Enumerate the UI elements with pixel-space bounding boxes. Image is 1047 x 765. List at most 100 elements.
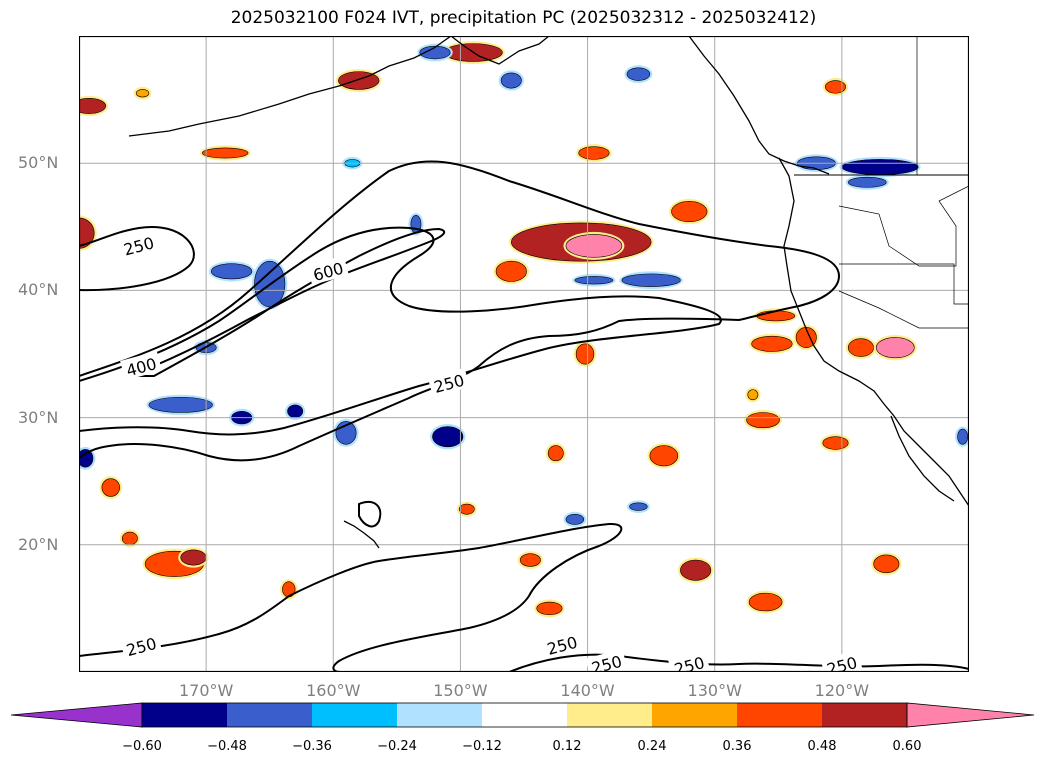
precip-positive-area <box>747 389 759 401</box>
ivt-contour-250-main <box>79 160 841 462</box>
coastline-layer <box>128 36 969 549</box>
colorbar-segment <box>227 703 312 727</box>
precip-negative-area <box>626 67 651 81</box>
map-title: 2025032100 F024 IVT, precipitation PC (2… <box>230 8 817 28</box>
precip-positive-area <box>495 260 527 282</box>
precip-positive-area <box>519 553 541 567</box>
ivt-contour-250-south <box>79 522 623 672</box>
alaska-coastline <box>450 36 550 65</box>
ivt-contour-label: 600 <box>311 259 345 285</box>
precip-negative-area <box>148 396 213 413</box>
precip-positive-area <box>547 445 564 462</box>
state-borders <box>838 36 969 329</box>
colorbar-tick-label: −0.24 <box>377 739 417 754</box>
precip-positive-area <box>873 554 900 574</box>
colorbar-tick-label: 0.12 <box>552 739 582 754</box>
precip-positive-area <box>680 559 712 581</box>
ivt-contour-250-island <box>358 501 382 528</box>
colorbar-tick-label: −0.12 <box>462 739 502 754</box>
latitude-label: 20°N <box>18 534 59 554</box>
ivt-contour-600 <box>128 227 446 377</box>
colorbar-outline <box>141 702 908 728</box>
ivt-contour-label-bg <box>585 648 628 672</box>
aleutian-coastline <box>128 36 452 137</box>
precip-negative-area <box>419 45 451 60</box>
precip-positive-area <box>751 335 793 352</box>
colorbar-segment <box>397 703 482 727</box>
precip-negative-area <box>629 502 648 511</box>
precip-positive-area <box>578 146 610 160</box>
ivt-contour-label-bg <box>540 629 583 659</box>
precip-positive-area <box>458 503 475 515</box>
longitude-label: 160°W <box>306 681 361 700</box>
north-america-coastline <box>778 157 969 507</box>
precip-positive-area <box>756 310 796 322</box>
precip-positive-area <box>79 217 95 249</box>
baja-coastline <box>890 415 955 502</box>
colorbar-segment <box>312 703 397 727</box>
ivt-contour-label: 250 <box>590 652 624 672</box>
precip-negative-area <box>287 404 304 418</box>
hawaii-coastline <box>343 520 380 549</box>
precip-positive-area <box>536 601 563 616</box>
longitude-label: 120°W <box>814 681 870 700</box>
colorbar-segment <box>737 703 822 727</box>
ivt-contour-label: 250 <box>432 371 466 397</box>
alaska-panhandle <box>688 36 830 175</box>
colorbar-tick-label: −0.60 <box>122 739 162 754</box>
precip-positive-area <box>121 531 138 546</box>
precip-positive-area <box>671 201 708 223</box>
precip-positive-area <box>202 147 249 159</box>
precip-negative-area <box>621 273 681 287</box>
precip-positive-area <box>822 436 849 450</box>
ivt-contour-label-bg <box>120 351 162 381</box>
precip-positive-area <box>79 98 106 114</box>
precip-negative-area <box>432 426 464 448</box>
precip-positive-area <box>825 80 846 94</box>
precip-negative-area <box>841 159 919 175</box>
precip-negative-area <box>500 72 522 89</box>
colorbar-tick-label: −0.48 <box>207 739 247 754</box>
precip-positive-area <box>649 445 679 467</box>
latitude-label: 30°N <box>18 407 59 427</box>
precip-positive-area <box>575 343 595 365</box>
colorbar <box>10 702 1035 728</box>
ivt-contour-label-bg <box>307 255 349 285</box>
precip-positive-area <box>875 337 915 359</box>
ivt-contour-label-bg <box>120 631 162 661</box>
ivt-contour-label: 250 <box>672 653 706 672</box>
precip-negative-area <box>565 513 585 525</box>
precip-positive-area <box>135 89 150 98</box>
colorbar-segment <box>567 703 652 727</box>
precip-positive-area <box>180 549 207 566</box>
latitude-label: 40°N <box>18 280 59 300</box>
ivt-contour-label: 250 <box>825 653 859 672</box>
precip-negative-area <box>79 449 94 468</box>
precipitation-layer <box>79 41 969 618</box>
precip-positive-area <box>565 234 623 258</box>
longitude-label: 130°W <box>687 681 742 700</box>
colorbar-tick-label: 0.24 <box>637 739 667 754</box>
precip-positive-area <box>746 412 780 429</box>
ivt-contour-label-bg <box>427 367 470 397</box>
ivt-contour-250-bottom <box>508 653 969 672</box>
colorbar-segment <box>142 703 227 727</box>
precip-positive-area <box>101 478 120 497</box>
precip-negative-area <box>847 176 887 188</box>
colorbar-segment <box>482 703 567 727</box>
precip-negative-area <box>574 276 614 285</box>
map-border <box>79 36 969 672</box>
colorbar-tick-label: −0.36 <box>292 739 332 754</box>
longitude-label: 170°W <box>178 681 234 700</box>
ivt-contour-250-north <box>79 225 195 292</box>
map-panel[interactable]: 250 600 400 250 250 250 250 250 250 <box>79 36 969 672</box>
colorbar-extend-high <box>906 702 1035 728</box>
colorbar-tick-label: 0.36 <box>722 739 752 754</box>
colorbar-tick-label: 0.48 <box>807 739 837 754</box>
longitude-label: 140°W <box>560 681 615 700</box>
ivt-contour-400 <box>79 226 722 436</box>
longitude-label: 150°W <box>433 681 488 700</box>
ivt-contours <box>79 160 969 672</box>
